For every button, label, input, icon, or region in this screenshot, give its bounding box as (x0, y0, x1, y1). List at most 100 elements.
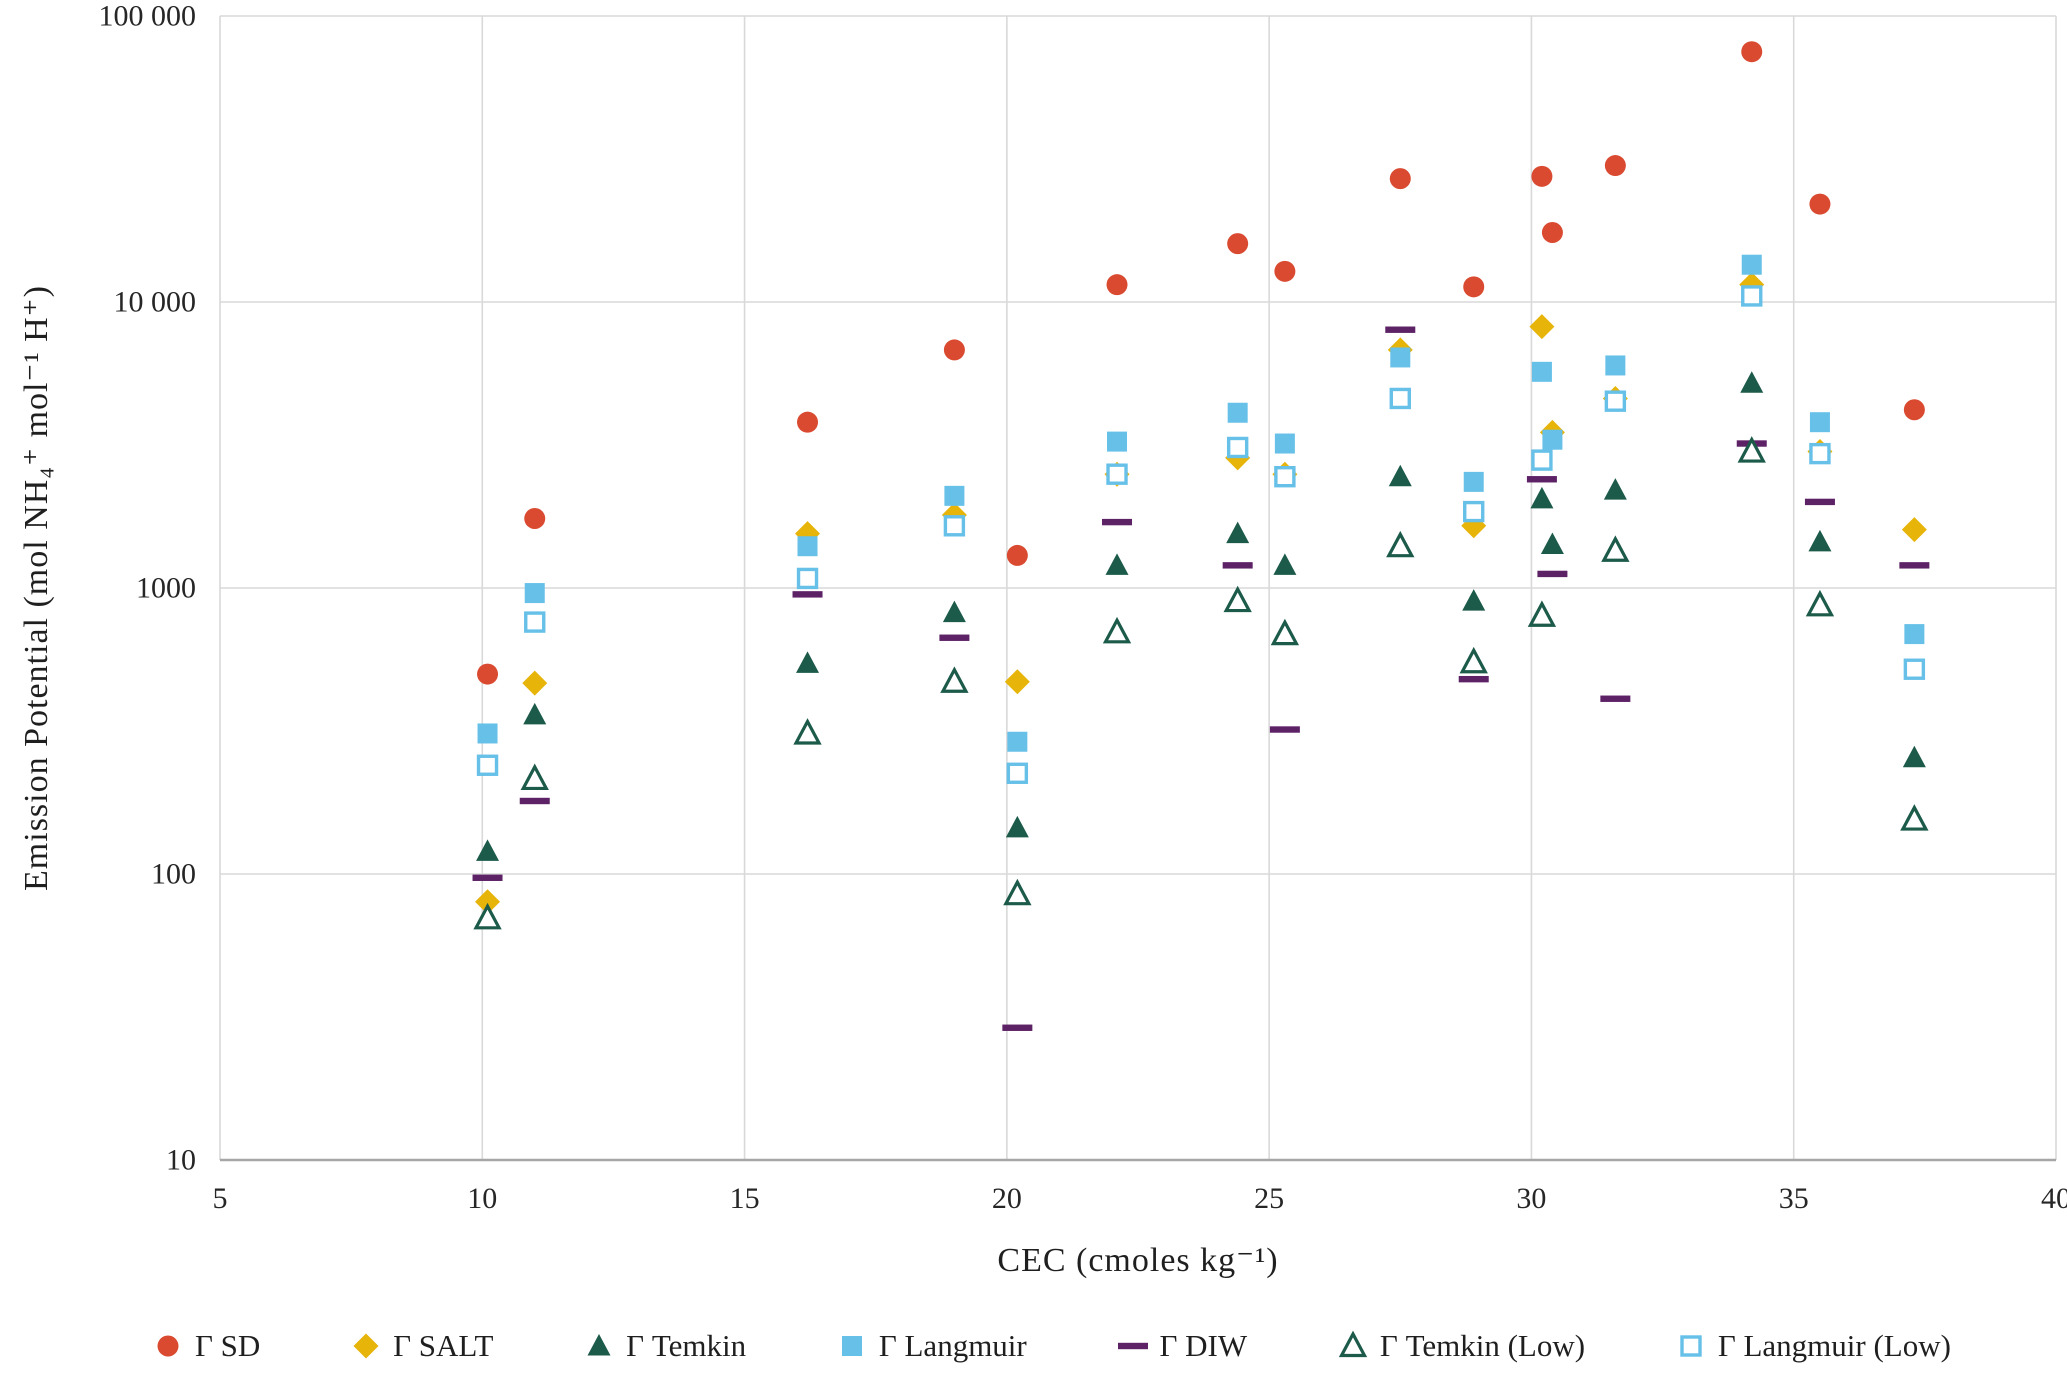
series-square (477, 254, 1925, 752)
triangle-marker (1902, 745, 1926, 768)
circle-marker (1274, 260, 1296, 282)
triangle-marker (523, 702, 547, 725)
dash-marker (519, 797, 550, 805)
diamond-marker (1529, 314, 1555, 340)
open-triangle-marker (1223, 585, 1252, 613)
square-marker (1605, 355, 1626, 376)
y-tick-label: 1000 (136, 572, 196, 605)
dash-marker (1117, 1342, 1148, 1350)
circle-marker (477, 663, 499, 685)
circle-marker (1604, 155, 1626, 177)
open-square-marker (1903, 658, 1926, 680)
dash-marker (1269, 726, 1300, 733)
legend-item: Γ SALT (348, 1328, 493, 1364)
square-marker (841, 1336, 862, 1356)
dash-marker (1899, 562, 1930, 569)
square-marker (1463, 471, 1484, 492)
diamond-marker (1901, 517, 1927, 543)
circle-marker (1809, 193, 1831, 215)
square-marker (1274, 433, 1295, 454)
circle-marker (524, 507, 546, 529)
circle-marker (1389, 168, 1411, 190)
series-circle (477, 41, 1925, 685)
legend-label: Γ Temkin (626, 1328, 747, 1363)
legend-label: Γ Langmuir (Low) (1717, 1328, 1951, 1363)
circle-marker (1741, 41, 1763, 63)
legend-label: Γ DIW (1159, 1328, 1248, 1363)
open-triangle-marker (793, 718, 822, 745)
circle-marker (1463, 276, 1485, 298)
triangle-marker (796, 651, 820, 673)
square-marker (1542, 429, 1563, 450)
legend-item: Γ Temkin (581, 1328, 746, 1364)
x-tick-label: 30 (1516, 1182, 1546, 1215)
square-legend-icon (841, 1336, 862, 1356)
triangle-marker (476, 839, 500, 861)
x-tick-label: 10 (467, 1182, 497, 1215)
series-dash (472, 326, 1930, 1031)
triangle-marker (1273, 553, 1297, 575)
triangle-marker (1808, 529, 1832, 552)
triangle-marker (1226, 521, 1250, 544)
open-square-marker (943, 515, 966, 537)
y-tick-label: 10 (166, 1144, 196, 1177)
legend-item: Γ Temkin (Low) (1335, 1328, 1585, 1364)
open-triangle-marker (1386, 530, 1415, 558)
square-marker (1741, 254, 1762, 275)
x-tick-label: 35 (1779, 1182, 1809, 1215)
square-marker (944, 485, 965, 506)
legend-label: Γ Temkin (Low) (1379, 1328, 1586, 1363)
square-marker (1904, 624, 1925, 645)
square-marker (797, 536, 818, 557)
open-triangle-marker (1805, 589, 1835, 617)
open-square-marker (1006, 762, 1029, 784)
x-tick-label: 40 (2041, 1182, 2067, 1215)
dash-marker (1600, 695, 1631, 702)
diamond-marker (475, 889, 501, 915)
open-triangle-marker (1270, 618, 1300, 646)
diamond-marker (353, 1333, 379, 1359)
open-triangle-marker (940, 666, 969, 693)
open-square-marker (796, 567, 819, 590)
dash-marker (1222, 562, 1253, 569)
circle-marker (1541, 221, 1563, 243)
open-square-marker (1106, 463, 1128, 485)
legend-item: Γ SD (150, 1328, 260, 1364)
y-axis-title-text: Emission Potential (mol NH₄⁺ mol⁻¹ H⁺) (18, 285, 55, 891)
triangle-marker (1388, 464, 1412, 487)
square-marker (1227, 402, 1248, 423)
open-triangle-marker (1102, 616, 1132, 644)
x-axis-title: CEC (cmoles kg⁻¹) (997, 1242, 1279, 1279)
y-tick-label: 100 (151, 858, 196, 891)
open-square-marker (1274, 465, 1296, 488)
legend-item: Γ Langmuir (Low) (1673, 1328, 1951, 1364)
square-open-legend-icon (1680, 1335, 1702, 1357)
circle-marker (1106, 274, 1128, 296)
legend: Γ SD Γ SALT Γ Temkin Γ Langmuir Γ DIW Γ Temki… (150, 1328, 1951, 1364)
circle-marker (1531, 165, 1553, 187)
open-triangle-marker (1601, 535, 1630, 562)
triangle-marker (1005, 815, 1029, 838)
dash-marker (1526, 476, 1557, 483)
square-marker (1390, 347, 1411, 368)
dash-marker (1102, 518, 1133, 526)
open-square-marker (1531, 449, 1553, 471)
circle-marker (943, 339, 965, 361)
triangle-marker (1603, 478, 1627, 500)
open-square-marker (476, 754, 499, 776)
legend-label: Γ SD (195, 1328, 261, 1363)
diamond-marker (522, 670, 548, 696)
dash-marker (1458, 675, 1489, 683)
legend-label: Γ Langmuir (878, 1328, 1027, 1363)
open-square-marker (1463, 500, 1485, 523)
open-triangle-marker (1459, 646, 1488, 674)
dash-marker (472, 874, 503, 881)
x-tick-label: 5 (213, 1182, 228, 1215)
open-triangle-marker (1527, 600, 1557, 627)
square-marker (1107, 431, 1128, 452)
triangle-legend-icon (587, 1334, 611, 1356)
triangle-marker (587, 1334, 611, 1356)
square-marker (1531, 361, 1552, 382)
diamond-marker (1004, 669, 1030, 695)
open-square-marker (1809, 442, 1831, 465)
